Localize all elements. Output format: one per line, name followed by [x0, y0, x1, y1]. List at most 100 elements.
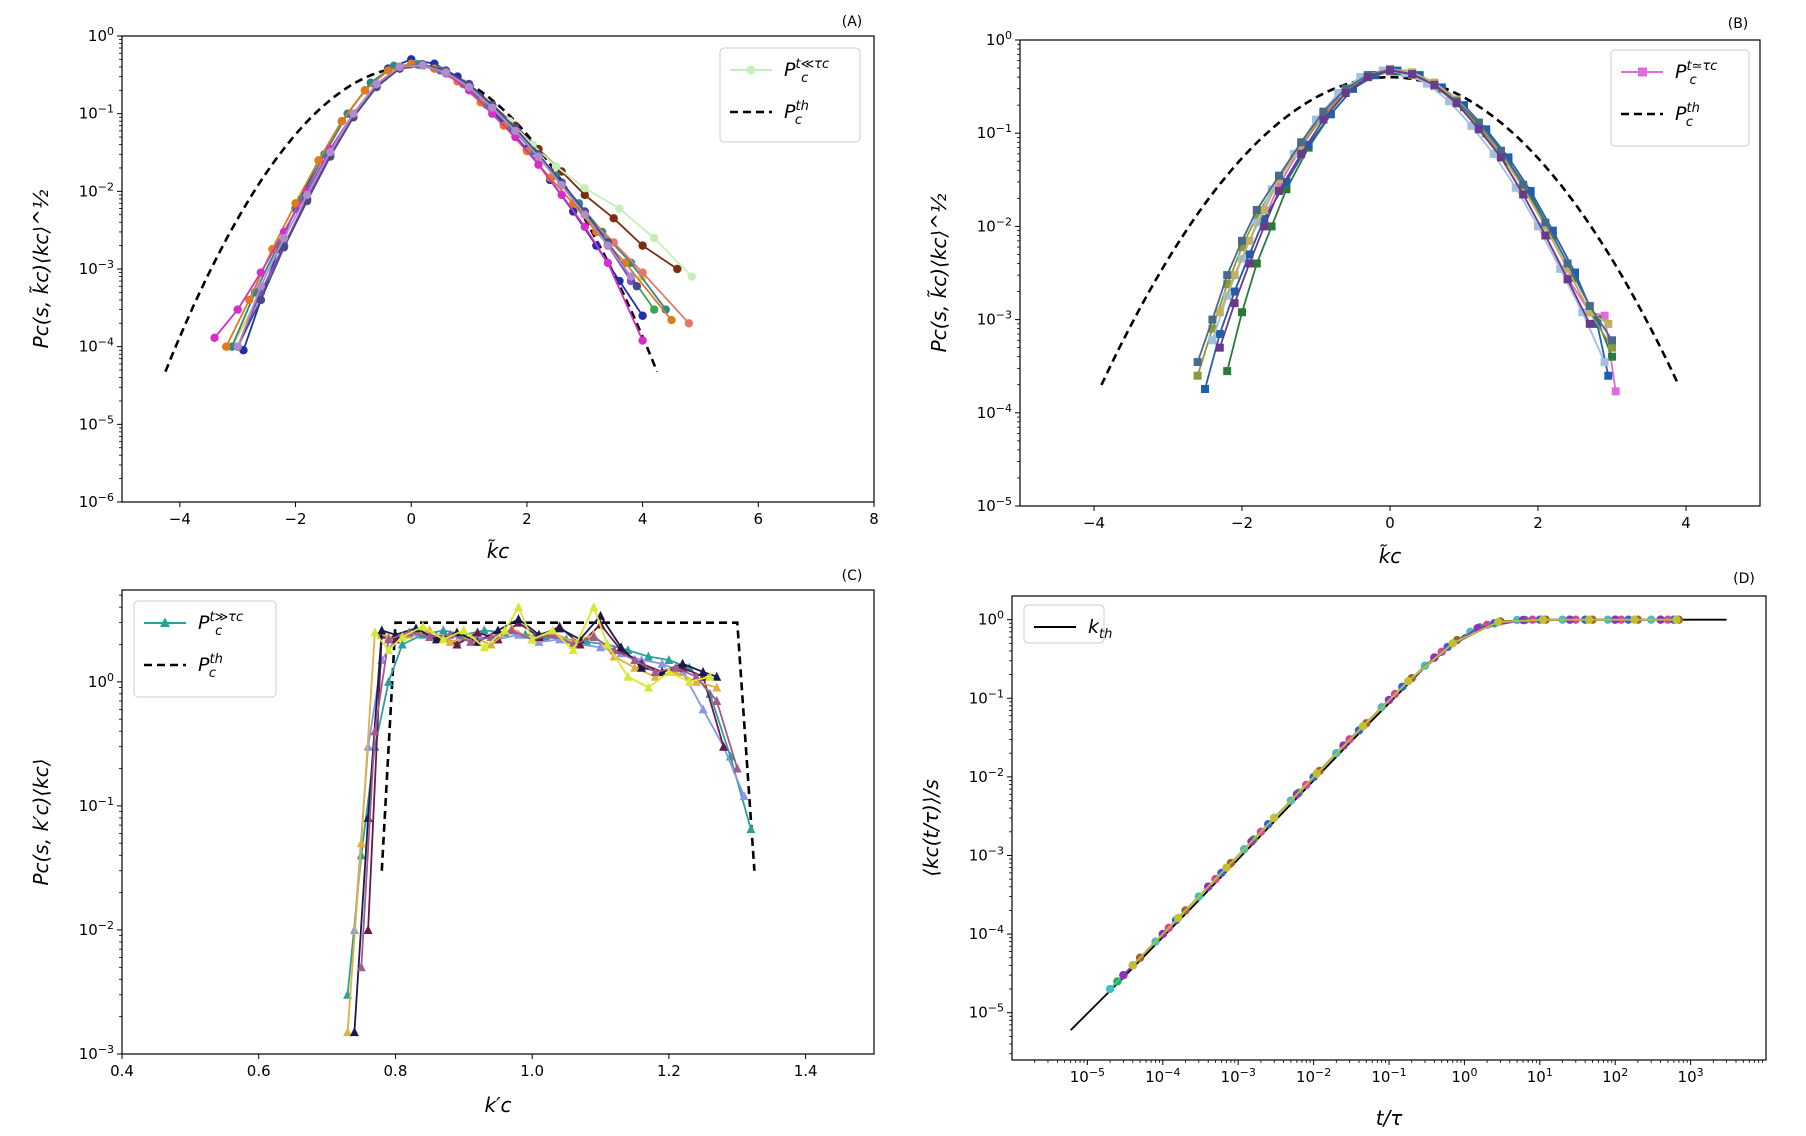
data-point — [377, 625, 387, 635]
data-point — [580, 190, 589, 200]
series-group — [1070, 615, 1727, 1031]
data-point — [1297, 138, 1306, 147]
data-point — [1208, 315, 1217, 324]
data-point — [507, 625, 517, 635]
panel-a: −4 −2 0 2 4 6 8 10−6 10−5 10−4 10−3 10−2 10−1 100 (A) k… — [29, 14, 879, 563]
data-point — [534, 152, 543, 161]
data-point — [493, 625, 503, 635]
data-point — [1245, 250, 1254, 259]
data-point — [384, 676, 394, 686]
data-point — [1404, 676, 1413, 686]
data-point — [684, 319, 694, 328]
data-point — [527, 634, 537, 644]
data-point — [657, 658, 667, 668]
panel-tag: (A) — [842, 14, 863, 30]
plot-frame — [1019, 39, 1761, 507]
data-point — [1608, 336, 1616, 345]
data-point — [534, 160, 543, 169]
data-point — [1297, 149, 1306, 158]
data-point — [1423, 79, 1431, 88]
data-point — [687, 272, 696, 281]
data-point — [626, 272, 636, 281]
data-point — [534, 636, 544, 646]
data-point — [1541, 231, 1550, 240]
data-point — [746, 824, 756, 834]
data-point — [580, 183, 589, 193]
data-point — [441, 68, 451, 77]
data-point — [1548, 226, 1557, 235]
data-point — [698, 667, 708, 677]
x-axis-label: t/τ — [1376, 1106, 1404, 1130]
x-tick-label: 102 — [1602, 1066, 1628, 1087]
data-point — [643, 651, 653, 661]
data-point — [472, 627, 482, 637]
data-point — [1222, 863, 1231, 872]
data-point — [1630, 615, 1639, 624]
data-point — [356, 962, 366, 972]
data-point — [1448, 639, 1457, 648]
y-tick-label: 10−5 — [79, 413, 114, 434]
data-point — [1326, 110, 1335, 119]
data-point — [356, 838, 366, 848]
data-point — [425, 631, 435, 641]
panel-tag: (B) — [1728, 16, 1749, 32]
data-point — [1208, 336, 1217, 345]
series-line-pc-th-uniform- — [380, 621, 756, 871]
data-point — [514, 614, 524, 624]
data-point — [1604, 371, 1613, 380]
y-tick-label: 10−5 — [969, 1001, 1004, 1022]
legend: kth — [1023, 604, 1112, 644]
data-point — [1504, 153, 1513, 162]
x-tick-label: 0.8 — [384, 1062, 408, 1080]
data-point — [1252, 211, 1261, 220]
data-point — [1511, 183, 1520, 192]
data-point — [1585, 319, 1594, 328]
data-point — [698, 704, 708, 714]
legend-box — [1023, 604, 1105, 644]
y-axis-label: Pc(s, k̃c)⟨kc⟩^½ — [29, 189, 53, 348]
series-line-sim-12 — [236, 64, 632, 348]
data-point — [343, 1027, 353, 1037]
panel-d: 10−5 10−4 10−3 10−2 10−1 100 101 102 103 10−5 10−4… — [919, 571, 1767, 1130]
data-point — [650, 667, 660, 677]
y-tick-label: 10−2 — [79, 180, 114, 201]
x-tick-label: 0 — [1385, 514, 1395, 532]
y-axis-label: Pc(s, k̃c)⟨kc⟩^½ — [927, 193, 951, 352]
data-point — [479, 625, 489, 635]
series-line-sim-3 — [1132, 618, 1674, 967]
data-point — [1541, 218, 1550, 227]
y-tick-label: 100 — [986, 29, 1012, 50]
x-tick-label: 0 — [406, 510, 416, 528]
data-point — [233, 342, 242, 351]
data-point — [511, 126, 520, 136]
data-point — [459, 625, 469, 635]
y-tick-label: 10−1 — [977, 122, 1012, 143]
plot-frame — [121, 589, 875, 1055]
x-tick-label: −4 — [169, 510, 191, 528]
y-tick-label: 100 — [88, 670, 114, 691]
data-point — [256, 295, 266, 305]
data-point — [500, 625, 510, 635]
x-tick-label: −4 — [1083, 514, 1105, 532]
y-tick-label: 100 — [88, 25, 114, 46]
series-line-sim-11 — [236, 63, 638, 348]
data-point — [649, 305, 659, 314]
data-point — [326, 147, 335, 157]
data-point — [1356, 73, 1365, 82]
data-point — [671, 662, 681, 672]
legend: Pt≫τc c Pth c — [133, 600, 277, 698]
data-point — [279, 243, 289, 252]
data-point — [360, 86, 370, 95]
y-tick-label: 100 — [978, 608, 1004, 629]
legend-marker — [746, 65, 756, 75]
data-point — [1363, 73, 1372, 82]
ticks: −4 −2 0 2 4 6 8 10−6 10−5 10−4 10−3 10−2 10−1 100 — [79, 25, 879, 529]
data-point — [657, 667, 667, 677]
data-point — [1260, 205, 1269, 214]
data-point — [603, 241, 613, 250]
data-point — [1208, 324, 1217, 333]
series-line-pc-th-gaussian- — [164, 65, 659, 373]
data-point — [630, 662, 640, 672]
data-point — [548, 625, 558, 635]
y-tick-label: 10−1 — [79, 102, 114, 123]
